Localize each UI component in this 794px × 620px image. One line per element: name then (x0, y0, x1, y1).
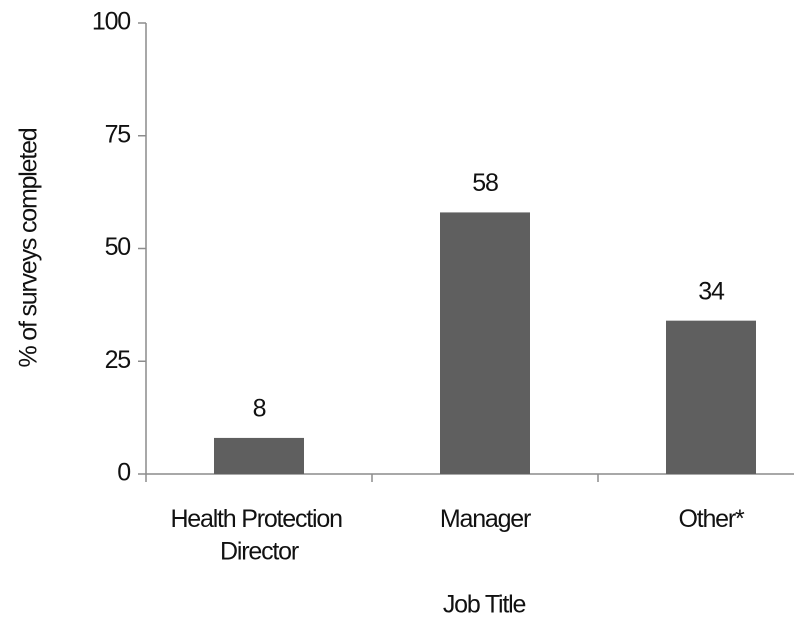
y-tick-label: 100 (92, 8, 130, 36)
bar (666, 320, 756, 474)
y-tick-label: 0 (117, 459, 130, 487)
x-tick-label: Manager (440, 505, 531, 533)
value-label: 8 (253, 395, 266, 423)
y-tick-label: 50 (105, 233, 131, 261)
y-tick-label: 25 (105, 346, 131, 374)
y-tick-label: 75 (105, 120, 131, 148)
bar (440, 212, 530, 475)
x-tick-label: Health Protection Director (170, 505, 347, 566)
value-label: 34 (698, 277, 725, 305)
value-label: 58 (472, 169, 498, 197)
x-tick-label: Other* (678, 505, 745, 533)
x-axis-title: Job Title (443, 591, 526, 619)
y-axis-title: % of surveys completed (15, 128, 43, 367)
bar (214, 437, 304, 474)
